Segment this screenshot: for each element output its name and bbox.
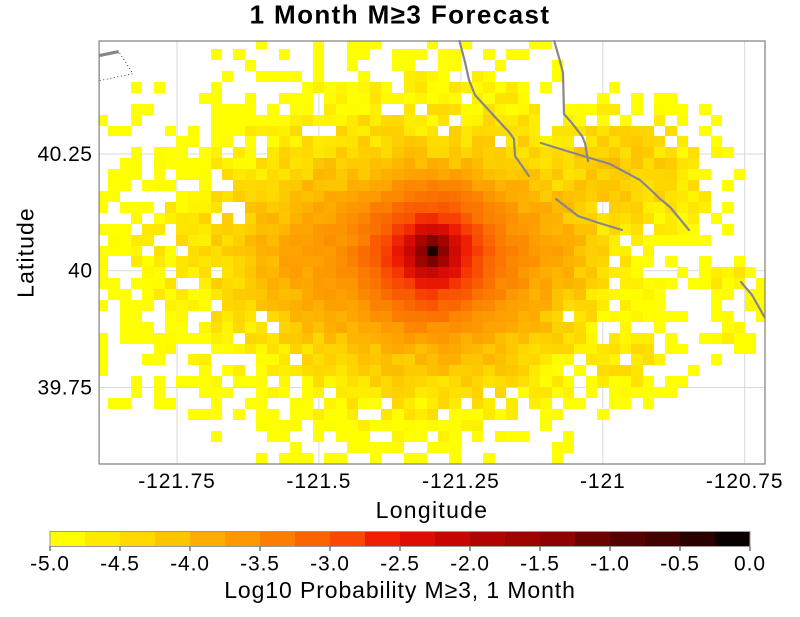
- svg-text:Latitude: Latitude: [13, 207, 39, 298]
- svg-text:-3.0: -3.0: [310, 553, 350, 576]
- svg-text:-121.75: -121.75: [138, 470, 216, 493]
- svg-text:39.75: 39.75: [37, 376, 92, 399]
- svg-text:-5.0: -5.0: [30, 553, 70, 576]
- svg-text:-0.5: -0.5: [660, 553, 700, 576]
- svg-text:-121: -121: [580, 470, 626, 493]
- svg-text:-120.75: -120.75: [706, 470, 784, 493]
- svg-text:-1.5: -1.5: [520, 553, 560, 576]
- svg-text:-1.0: -1.0: [590, 553, 630, 576]
- svg-text:-2.5: -2.5: [380, 553, 420, 576]
- svg-text:-121.25: -121.25: [422, 470, 500, 493]
- svg-text:-2.0: -2.0: [450, 553, 490, 576]
- svg-text:40.25: 40.25: [37, 143, 92, 166]
- svg-text:Log10 Probability M≥3, 1 Month: Log10 Probability M≥3, 1 Month: [224, 577, 576, 603]
- svg-text:-121.5: -121.5: [286, 470, 351, 493]
- svg-text:0.0: 0.0: [734, 553, 766, 576]
- svg-text:-4.0: -4.0: [170, 553, 210, 576]
- svg-text:-4.5: -4.5: [100, 553, 140, 576]
- svg-text:40: 40: [68, 260, 92, 283]
- svg-text:1 Month M≥3 Forecast: 1 Month M≥3 Forecast: [250, 0, 551, 30]
- svg-text:-3.5: -3.5: [240, 553, 280, 576]
- svg-text:Longitude: Longitude: [376, 497, 489, 523]
